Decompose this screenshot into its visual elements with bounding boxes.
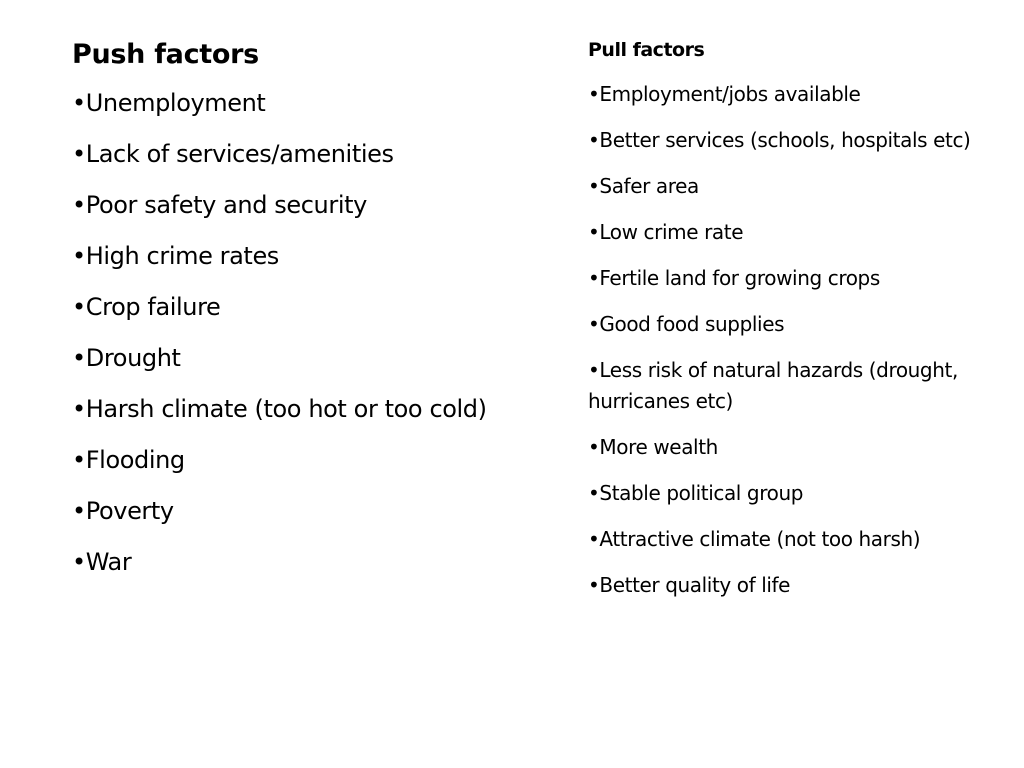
- bullet-icon: •: [588, 312, 600, 336]
- pull-item-text: Good food supplies: [599, 312, 785, 336]
- list-item: •Attractive climate (not too harsh): [588, 524, 988, 555]
- bullet-icon: •: [72, 548, 86, 576]
- pull-item-text: Attractive climate (not too harsh): [599, 527, 921, 551]
- push-item-text: Poor safety and security: [85, 191, 368, 219]
- bullet-icon: •: [588, 174, 600, 198]
- pull-item-text: More wealth: [599, 435, 718, 459]
- pull-item-text: Stable political group: [599, 481, 804, 505]
- bullet-icon: •: [588, 573, 600, 597]
- push-factors-heading: Push factors: [72, 39, 259, 70]
- push-item-text: Harsh climate (too hot or too cold): [85, 395, 487, 423]
- list-item: •Drought: [72, 341, 522, 375]
- list-item: •Fertile land for growing crops: [588, 263, 988, 294]
- bullet-icon: •: [72, 293, 86, 321]
- list-item: •Crop failure: [72, 290, 522, 324]
- bullet-icon: •: [588, 128, 600, 152]
- list-item: •Stable political group: [588, 478, 988, 509]
- list-item: •Better services (schools, hospitals etc…: [588, 125, 988, 156]
- list-item: •Harsh climate (too hot or too cold): [72, 392, 522, 426]
- list-item: •Low crime rate: [588, 217, 988, 248]
- bullet-icon: •: [72, 395, 86, 423]
- push-item-text: War: [85, 548, 132, 576]
- push-item-text: Crop failure: [85, 293, 221, 321]
- push-item-text: Drought: [85, 344, 181, 372]
- bullet-icon: •: [72, 140, 86, 168]
- list-item: •War: [72, 545, 522, 579]
- list-item: •Safer area: [588, 171, 988, 202]
- pull-item-text: Safer area: [599, 174, 699, 198]
- pull-factors-list: •Employment/jobs available •Better servi…: [588, 79, 988, 601]
- list-item: •Better quality of life: [588, 570, 988, 601]
- bullet-icon: •: [588, 82, 600, 106]
- push-factors-column: Push factors •Unemployment •Lack of serv…: [72, 36, 522, 596]
- bullet-icon: •: [72, 497, 86, 525]
- push-factors-list: •Unemployment •Lack of services/amenitie…: [72, 86, 522, 579]
- list-item: •Good food supplies: [588, 309, 988, 340]
- list-item: •High crime rates: [72, 239, 522, 273]
- bullet-icon: •: [72, 191, 86, 219]
- push-item-text: Flooding: [85, 446, 185, 474]
- pull-item-text: Better services (schools, hospitals etc): [599, 128, 971, 152]
- list-item: •Less risk of natural hazards (drought, …: [588, 355, 988, 417]
- pull-item-text: Better quality of life: [599, 573, 791, 597]
- pull-item-text: Employment/jobs available: [599, 82, 861, 106]
- list-item: •Unemployment: [72, 86, 522, 120]
- list-item: •Lack of services/amenities: [72, 137, 522, 171]
- bullet-icon: •: [72, 344, 86, 372]
- push-item-text: Lack of services/amenities: [85, 140, 394, 168]
- push-item-text: High crime rates: [85, 242, 280, 270]
- pull-item-text: Less risk of natural hazards (drought, h…: [588, 358, 958, 413]
- bullet-icon: •: [72, 242, 86, 270]
- bullet-icon: •: [588, 358, 600, 382]
- bullet-icon: •: [72, 446, 86, 474]
- pull-factors-heading: Pull factors: [588, 39, 705, 61]
- list-item: •More wealth: [588, 432, 988, 463]
- pull-factors-column: Pull factors •Employment/jobs available …: [588, 36, 988, 616]
- bullet-icon: •: [588, 527, 600, 551]
- push-item-text: Poverty: [85, 497, 174, 525]
- pull-item-text: Fertile land for growing crops: [599, 266, 880, 290]
- list-item: •Poor safety and security: [72, 188, 522, 222]
- bullet-icon: •: [588, 481, 600, 505]
- bullet-icon: •: [588, 220, 600, 244]
- bullet-icon: •: [588, 435, 600, 459]
- list-item: •Flooding: [72, 443, 522, 477]
- list-item: •Poverty: [72, 494, 522, 528]
- list-item: •Employment/jobs available: [588, 79, 988, 110]
- push-item-text: Unemployment: [85, 89, 266, 117]
- bullet-icon: •: [72, 89, 86, 117]
- bullet-icon: •: [588, 266, 600, 290]
- pull-item-text: Low crime rate: [599, 220, 744, 244]
